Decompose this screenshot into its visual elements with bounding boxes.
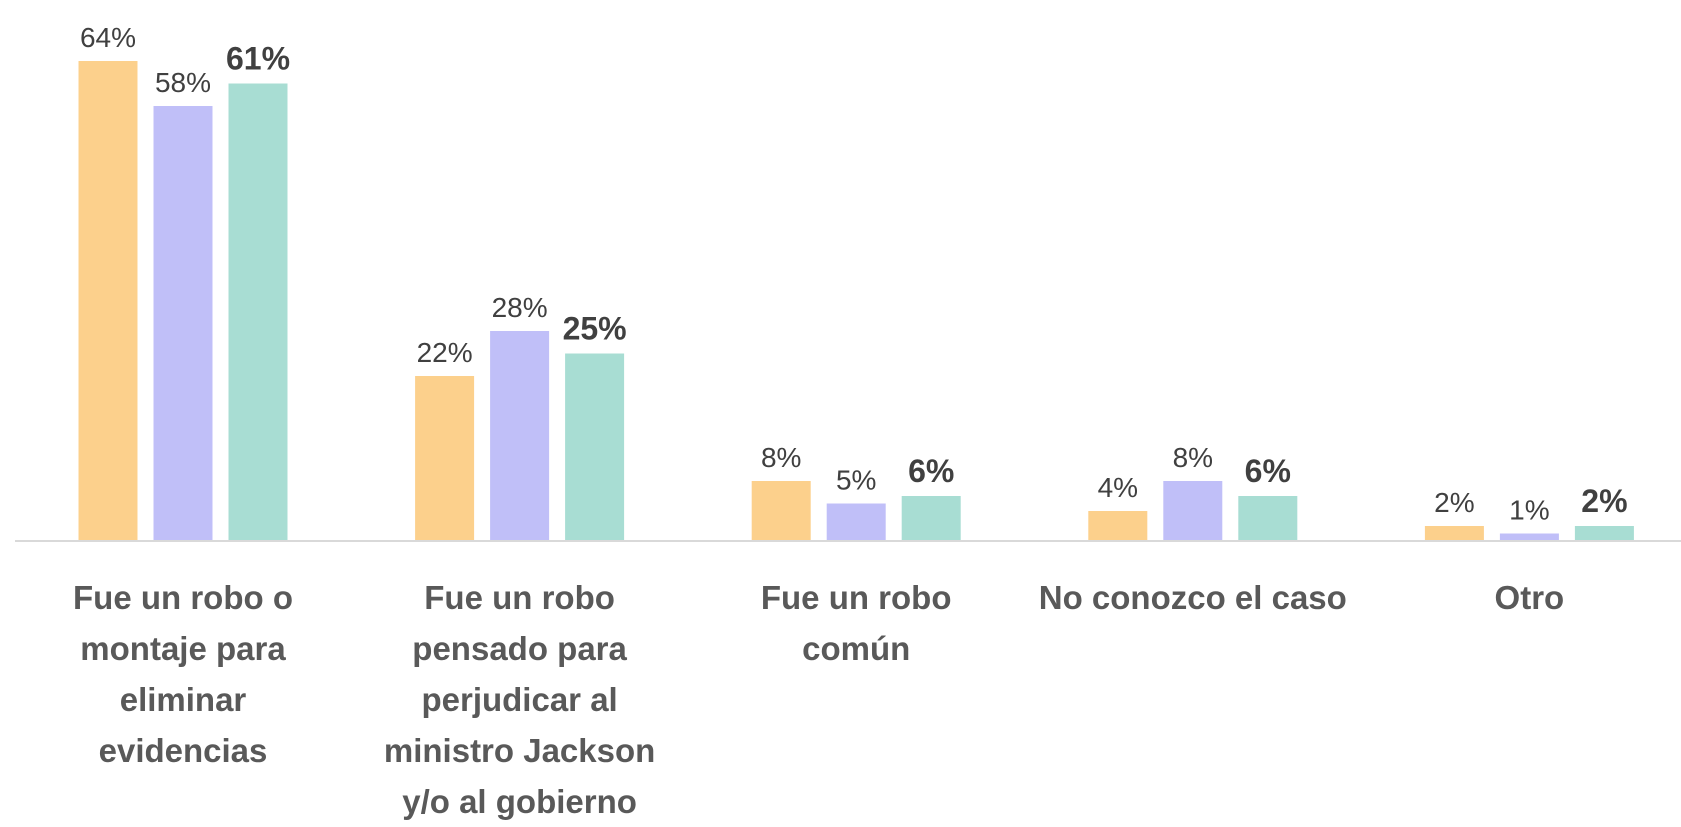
data-label: 8% [1173,442,1213,473]
bar [490,331,550,541]
data-label: 28% [492,292,548,323]
bar [826,503,886,541]
bar [901,496,961,541]
data-label: 5% [836,465,876,496]
x-tick-label: Fue un robo común [760,579,952,667]
bar [1238,496,1298,541]
bar [1088,511,1148,541]
bar [153,106,213,541]
data-label: 1% [1509,495,1549,526]
data-label: 6% [1245,453,1291,489]
bar [78,61,138,541]
x-tick-label: Fue un robo pensado para perjudicar al m… [383,579,656,820]
data-label: 6% [908,453,954,489]
data-label: 61% [226,41,290,77]
data-label: 64% [80,22,136,53]
data-label: 25% [563,311,627,347]
data-label: 22% [417,337,473,368]
data-label: 4% [1098,472,1138,503]
data-label: 2% [1581,483,1627,519]
bar [1499,533,1559,541]
bar [565,353,625,541]
x-tick-label: No conozco el caso [1038,579,1347,616]
bar [751,481,811,541]
x-tick-label: Otro [1494,579,1565,616]
bar [1163,481,1223,541]
data-label: 8% [761,442,801,473]
data-label: 2% [1434,487,1474,518]
bar [1424,526,1484,541]
bar [228,83,288,541]
bar [415,376,475,541]
x-tick-label: Fue un robo o montaje para eliminar evid… [73,579,293,769]
bar [1574,526,1634,541]
data-label: 58% [155,67,211,98]
